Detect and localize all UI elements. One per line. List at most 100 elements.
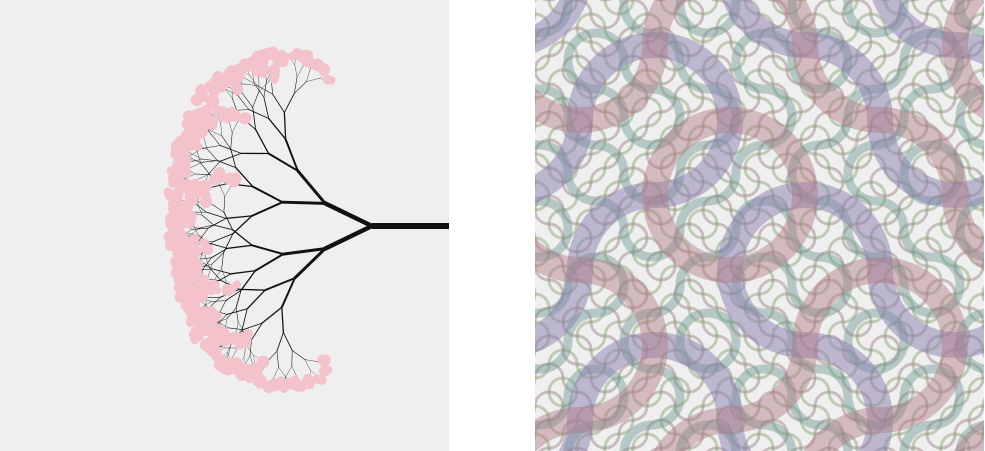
blossom (200, 195, 213, 209)
truchet-tile (604, 69, 634, 99)
truchet-tile (654, 119, 806, 271)
tree-branch (293, 247, 327, 280)
truchet-tile (744, 349, 774, 379)
tree-branch (219, 185, 225, 197)
tree-branch (209, 130, 222, 136)
truchet-tile (968, 377, 984, 407)
tree-branch (207, 217, 227, 229)
tree-branch (206, 148, 218, 161)
truchet-tile (954, 324, 984, 358)
tree-branch (254, 128, 270, 155)
tree-branch (296, 169, 327, 205)
tree-branch (203, 136, 208, 150)
truchet-tile (604, 237, 634, 267)
tree-branch (212, 233, 234, 243)
truchet-tile (535, 83, 564, 113)
truchet-tile (576, 321, 606, 351)
truchet-tile (772, 97, 802, 127)
blossom (199, 180, 212, 193)
tree-branch (238, 321, 244, 332)
truchet-tile (800, 433, 830, 451)
truchet-tile (912, 265, 942, 295)
tree-branch (306, 68, 311, 82)
truchet-tile (758, 363, 788, 393)
truchet-tile (926, 0, 956, 29)
truchet-tile (604, 125, 634, 155)
truchet-tile (763, 396, 821, 451)
truchet-tile (954, 391, 984, 421)
blossom (223, 360, 234, 371)
truchet-tile (660, 69, 690, 99)
truchet-tile (926, 83, 956, 113)
truchet-tile (842, 0, 853, 6)
truchet-tile (674, 111, 704, 141)
truchet-tile (804, 269, 956, 421)
truchet-tile (535, 42, 550, 71)
truchet-tile (772, 209, 802, 239)
truchet-tile (632, 69, 662, 99)
truchet-tile (763, 60, 821, 118)
truchet-tile (632, 237, 662, 267)
tree-branch (225, 289, 242, 301)
tree-branch (211, 300, 227, 302)
truchet-tile (702, 307, 732, 337)
truchet-tile (814, 0, 844, 29)
truchet-tile (968, 237, 984, 267)
truchet-tile (688, 13, 718, 43)
truchet-tile (646, 223, 676, 253)
truchet-layer-coarse-red (535, 0, 984, 451)
truchet-tile (590, 307, 620, 337)
truchet-tile (954, 363, 984, 393)
truchet-tile (618, 419, 648, 449)
truchet-tile (800, 377, 830, 407)
blossom (209, 88, 220, 99)
truchet-tile (688, 265, 718, 295)
truchet-tile (659, 447, 663, 451)
truchet-tile (758, 83, 788, 113)
truchet-tile (688, 237, 718, 267)
truchet-tile (535, 308, 541, 319)
truchet-tile (940, 209, 970, 239)
truchet-tile (535, 350, 550, 379)
truchet-tile (590, 419, 620, 449)
truchet-tile (800, 69, 830, 99)
truchet-tile (646, 251, 676, 281)
truchet-tile (804, 119, 956, 271)
truchet-tile (940, 405, 970, 435)
tree-branch (209, 242, 228, 249)
tree-branch (280, 277, 296, 309)
tree-branch (226, 244, 253, 250)
blossom (206, 119, 218, 131)
truchet-tile (576, 181, 606, 211)
truchet-tile (967, 447, 971, 451)
blossom (233, 63, 243, 74)
tree-branch (264, 277, 296, 292)
tree-branch (296, 65, 304, 77)
truchet-tile (763, 228, 821, 286)
blossom (280, 52, 290, 61)
truchet-tile (827, 447, 831, 451)
tree-branch (230, 270, 256, 275)
tree-branch (231, 229, 253, 246)
truchet-layer-coarse-purple (535, 0, 984, 451)
truchet-tile (968, 405, 984, 435)
truchet-tile (535, 119, 656, 271)
truchet-tile (674, 419, 704, 449)
truchet-tile (674, 223, 704, 253)
tree-branch (209, 268, 222, 281)
truchet-tile (646, 363, 676, 393)
truchet-tile (884, 209, 914, 239)
truchet-tile (660, 237, 690, 267)
truchet-tile (800, 405, 830, 435)
truchet-tile (772, 433, 802, 451)
truchet-tile (898, 419, 928, 449)
blossom (309, 60, 318, 69)
truchet-tile (940, 125, 970, 155)
tree-branch (248, 109, 270, 119)
truchet-tile (911, 447, 915, 451)
truchet-tile (800, 265, 830, 295)
tree-branch (215, 314, 228, 327)
blossom (239, 112, 252, 125)
blossom (164, 189, 176, 201)
truchet-tile (688, 293, 718, 323)
